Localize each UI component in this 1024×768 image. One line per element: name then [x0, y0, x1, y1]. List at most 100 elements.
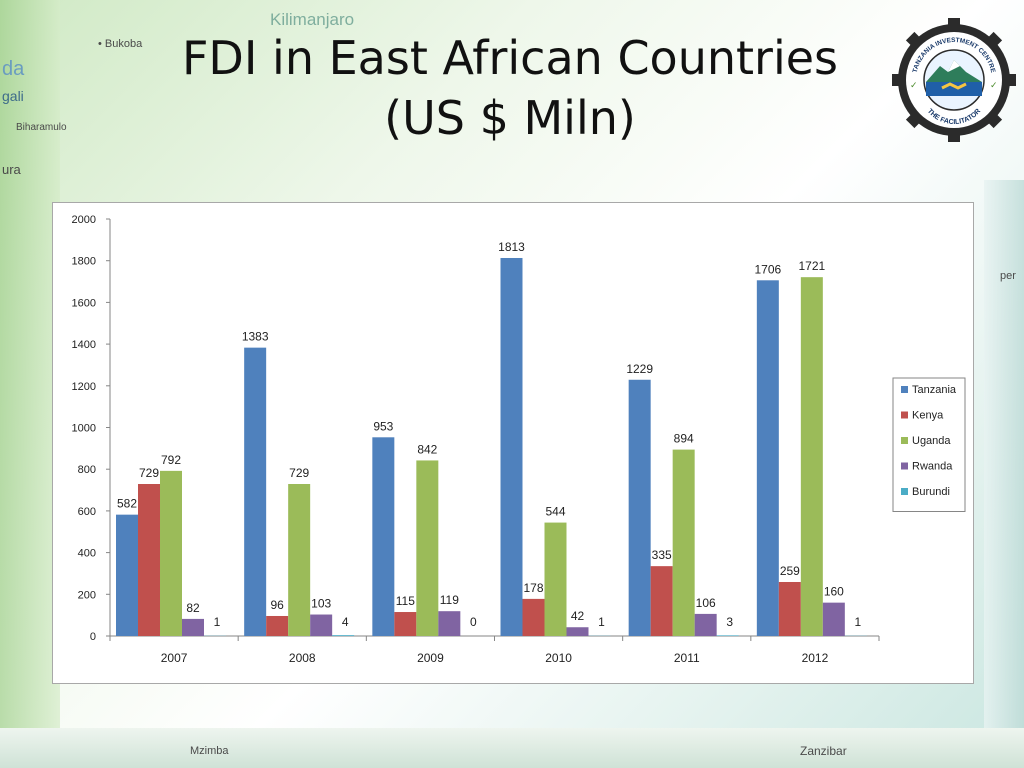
data-label-burundi-2010: 1	[598, 615, 605, 629]
fdi-bar-chart: 0200400600800100012001400160018002000200…	[72, 214, 966, 665]
logo-handshake-icon	[941, 82, 967, 90]
bar-tanzania-2007	[116, 514, 138, 636]
data-label-uganda-2007: 792	[161, 453, 181, 467]
map-label-mzimba: Mzimba	[190, 745, 229, 757]
data-label-tanzania-2009: 953	[373, 419, 393, 433]
bar-uganda-2008	[288, 484, 311, 636]
bar-tanzania-2010	[500, 257, 523, 636]
data-label-kenya-2007: 729	[139, 466, 159, 480]
bar-burundi-2011	[716, 635, 739, 636]
page-title: FDI in East African Countries (US $ Miln…	[120, 28, 900, 148]
map-label-kilimanjaro: Kilimanjaro	[270, 10, 355, 29]
data-label-uganda-2009: 842	[417, 442, 437, 456]
x-category-label: 2008	[289, 651, 316, 665]
logo-mountain-icon	[926, 60, 982, 82]
bar-burundi-2008	[332, 635, 355, 636]
legend-swatch-burundi	[901, 488, 908, 495]
legend-label-uganda: Uganda	[912, 435, 951, 447]
bar-uganda-2007	[160, 470, 182, 636]
bar-kenya-2012	[778, 581, 801, 636]
data-label-rwanda-2010: 42	[571, 609, 585, 623]
tanzania-investment-centre-logo: TANZANIA INVESTMENT CENTRE THE FACILITAT…	[892, 18, 1016, 142]
map-label-bukoba: • Bukoba	[98, 38, 143, 50]
chart-legend: Tanzania Kenya Uganda Rwanda Burundi	[892, 377, 966, 512]
data-label-kenya-2010: 178	[523, 581, 543, 595]
logo-gear-icon	[892, 18, 1016, 142]
data-label-uganda-2008: 729	[289, 466, 309, 480]
data-label-tanzania-2008: 1383	[242, 330, 269, 344]
x-category-label: 2010	[545, 651, 572, 665]
data-label-tanzania-2012: 1706	[754, 262, 781, 276]
data-label-kenya-2008: 96	[270, 598, 284, 612]
bar-rwanda-2010	[566, 627, 589, 636]
data-label-burundi-2009: 0	[470, 615, 477, 629]
legend-label-burundi: Burundi	[912, 486, 950, 498]
bar-rwanda-2011	[694, 613, 717, 636]
data-label-uganda-2011: 894	[674, 432, 694, 446]
data-label-burundi-2012: 1	[854, 615, 861, 629]
bar-uganda-2009	[416, 460, 439, 636]
y-tick-label: 1400	[72, 339, 96, 351]
legend-swatch-tanzania	[901, 386, 908, 393]
bar-tanzania-2011	[628, 379, 651, 636]
map-label-da: da	[2, 58, 25, 80]
y-tick-label: 800	[78, 464, 96, 476]
bar-tanzania-2008	[244, 347, 267, 636]
bar-uganda-2011	[672, 449, 695, 636]
bar-kenya-2009	[394, 612, 417, 636]
data-label-rwanda-2009: 119	[440, 593, 459, 607]
bar-rwanda-2009	[438, 611, 461, 636]
bar-rwanda-2012	[822, 602, 845, 636]
legend-label-rwanda: Rwanda	[912, 461, 953, 473]
y-tick-label: 1800	[72, 256, 96, 268]
data-label-uganda-2012: 1721	[798, 259, 825, 273]
bar-rwanda-2008	[310, 614, 333, 636]
data-label-rwanda-2008: 103	[311, 597, 331, 611]
x-category-label: 2007	[161, 651, 188, 665]
data-label-burundi-2011: 3	[726, 615, 733, 629]
x-category-label: 2011	[674, 651, 700, 665]
data-label-burundi-2007: 1	[214, 615, 221, 629]
chart-data-labels: 5827297928211383967291034953115842119018…	[117, 240, 862, 629]
x-category-label: 2012	[802, 651, 829, 665]
logo-water-icon	[926, 82, 982, 96]
y-tick-label: 200	[78, 589, 96, 601]
y-tick-label: 600	[78, 506, 96, 518]
bar-rwanda-2007	[182, 618, 204, 636]
legend-swatch-kenya	[901, 411, 908, 419]
logo-leaf-right-icon: ✓	[990, 80, 998, 90]
chart-panel: 0 200 400 600 800 1000 1200 1400 1600 1800 2000 200…	[52, 202, 974, 684]
background-right-band	[984, 180, 1024, 768]
bar-tanzania-2012	[756, 280, 779, 636]
map-label-gali: gali	[2, 88, 24, 104]
data-label-tanzania-2007: 582	[117, 497, 137, 511]
data-label-tanzania-2010: 1813	[498, 240, 525, 254]
title-line-2: (US $ Miln)	[384, 91, 636, 145]
data-label-kenya-2009: 115	[396, 594, 415, 608]
bar-uganda-2010	[544, 522, 567, 636]
chart-axes: 0200400600800100012001400160018002000200…	[72, 214, 880, 665]
map-label-biharamulo: Biharamulo	[16, 122, 67, 133]
map-label-ura: ura	[2, 162, 21, 177]
bar-kenya-2008	[266, 615, 289, 636]
bar-kenya-2007	[138, 484, 160, 636]
background-left-band	[0, 0, 60, 768]
y-tick-label: 1200	[72, 381, 96, 393]
bar-kenya-2011	[650, 566, 673, 636]
bar-tanzania-2009	[372, 437, 395, 636]
data-label-tanzania-2011: 1229	[626, 362, 653, 376]
y-tick-label: 400	[78, 548, 96, 560]
data-label-kenya-2012: 259	[780, 564, 800, 578]
map-label-zanzibar: Zanzibar	[800, 744, 847, 758]
legend-label-kenya: Kenya	[912, 410, 944, 422]
title-line-1: FDI in East African Countries	[181, 31, 839, 85]
bar-uganda-2012	[800, 277, 823, 636]
y-tick-label: 0	[90, 631, 96, 643]
data-label-uganda-2010: 544	[545, 505, 565, 519]
bar-kenya-2010	[522, 598, 545, 636]
x-category-label: 2009	[417, 651, 444, 665]
background-bottom-band	[0, 728, 1024, 768]
data-label-kenya-2011: 335	[652, 548, 672, 562]
data-label-rwanda-2007: 82	[186, 601, 200, 615]
legend-swatch-uganda	[901, 437, 908, 444]
